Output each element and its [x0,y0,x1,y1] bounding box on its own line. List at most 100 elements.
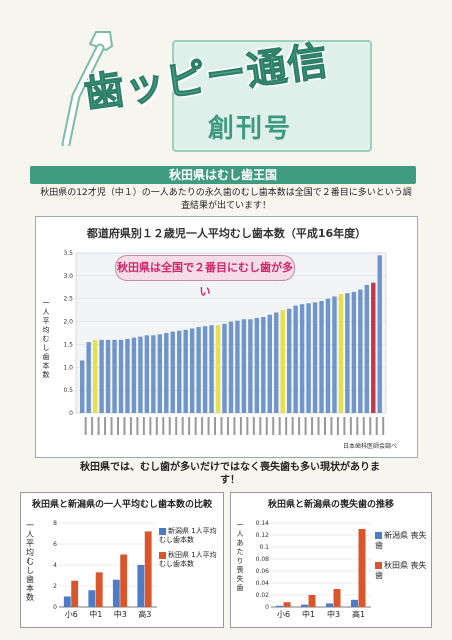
comparison-bar [95,572,103,607]
caries-chart-title: 秋田県と新潟県の一人平均むし歯本数の比較 [31,500,212,510]
prefecture-bar [125,338,130,413]
prefecture-bar [371,282,376,413]
comparison-bar [326,603,333,607]
y-tick-label: 0.5 [63,387,73,394]
prefecture-name-mark [330,417,333,435]
title-frame [172,40,372,152]
prefecture-bar [345,293,350,413]
y-tick-label: 2.0 [63,319,73,326]
source-note: 日本歯科医師会調べ [342,443,397,450]
x-tick-label: 中1 [89,609,102,619]
prefecture-name-mark [129,417,132,435]
x-tick-label: 小6 [277,610,290,619]
y-tick-label: 6 [53,541,57,548]
prefecture-bar [164,333,169,413]
prefecture-bar-chart: 0 0.5 1.0 1.5 2.0 2.5 3.0 3.5 [63,250,387,435]
prefecture-name-mark [239,417,242,435]
prefecture-name-mark [181,417,184,435]
y-tick-label: 0 [69,410,73,417]
lost-teeth-bar-chart: 0 0.02 0.04 0.06 0.08 0.1 0.12 0.14 小6 中1 中3 高1 [256,520,371,619]
prefecture-bar [105,339,111,413]
prefecture-bar [157,334,163,413]
legend-akita: 秋田県 1人平均 むし歯本数 [159,551,217,568]
lost-teeth-box: 秋田県と新潟県の喪失歯の推移 一人あたり喪失歯 0 0.02 0.04 0.06 0.0… [230,492,432,628]
caries-legend: 新潟県 1人平均 むし歯本数 秋田県 1人平均 むし歯本数 [159,527,219,569]
prefecture-bar [274,312,279,413]
comparison-bar [120,554,128,607]
prefecture-bar [299,304,305,413]
comparison-bar [276,605,283,607]
prefecture-name-mark [356,417,359,435]
caries-comparison-box: 秋田県と新潟県の一人平均むし歯本数の比較 一人平均むし歯本数 0 2 4 6 8 小6 中1… [20,492,224,628]
x-tick-label: 中3 [114,609,127,619]
comparison-bar [71,580,79,607]
y-tick-label: 0.1 [259,544,269,551]
legend-niigata-lost: 新潟県 喪失歯 [375,531,427,550]
prefecture-bar [351,291,357,413]
prefecture-bar [280,310,285,413]
prefecture-name-mark [155,417,158,435]
y-tick-label: 0 [53,604,57,611]
prefecture-name-mark [369,417,372,435]
comparison-bar [351,599,358,607]
prefecture-name-mark [343,417,346,435]
y-tick-label: 0.14 [256,520,270,527]
y-tick-label: 3.0 [63,273,73,280]
x-tick-label: 中3 [327,609,340,619]
prefecture-bar [222,323,227,413]
prefecture-bar [325,298,331,413]
lost-teeth-chart-title: 秋田県と新潟県の喪失歯の推移 [267,500,394,510]
prefecture-bar [267,314,272,413]
prefecture-bar [92,339,98,413]
toothbrush-illustration [61,31,114,146]
caries-bar-chart: 0 2 4 6 8 小6 中1 中3 高3 [53,520,157,619]
y-tick-label: 1.5 [63,341,73,348]
prefecture-name-mark [317,417,320,435]
prefecture-name-mark [246,417,249,435]
prefecture-name-mark [162,417,165,435]
y-tick-label: 3.5 [63,250,73,257]
prefecture-name-mark [175,417,178,435]
y-tick-label: 0.04 [256,580,270,587]
comparison-bar [301,604,308,607]
prefecture-bar [209,325,214,413]
x-tick-label: 中1 [302,609,315,619]
middle-text: 秋田県では、むし歯が多いだけではなく喪失歯も多い現状があります！ [80,462,380,486]
comparison-bar [358,529,366,607]
prefecture-name-mark [188,417,191,435]
prefecture-name-mark [226,417,229,435]
prefecture-bar [306,303,311,413]
y-tick-label: 0.06 [256,568,270,575]
prefecture-bar [312,302,318,413]
prefecture-name-mark [265,417,268,435]
prefecture-name-mark [201,417,204,435]
prefecture-bar [215,325,221,413]
prefecture-name-mark [142,417,145,435]
prefecture-chart: 都道府県別１２歳児一人平均むし歯本数（平成16年度） 一人平均むし歯本数 0 0.… [35,216,418,458]
prefecture-bar [202,326,208,413]
prefecture-name-mark [362,417,365,435]
prefecture-name-mark [116,417,119,435]
comparison-bar [63,596,71,607]
prefecture-bar [112,339,117,413]
prefecture-bar [338,294,344,413]
prefecture-bar [364,285,369,413]
legend-niigata: 新潟県 1人平均 むし歯本数 [159,527,217,544]
prefecture-bar [358,289,363,413]
prefecture-bar [254,317,260,413]
comparison-bar [144,531,152,607]
y-tick-label: 0.02 [256,592,270,599]
comparison-bar [333,589,341,607]
prefecture-name-mark [336,417,339,435]
prefecture-bar [80,360,85,413]
prefecture-bar [293,305,298,413]
prefecture-name-mark [382,417,385,435]
comparison-bar [308,595,316,607]
prefecture-bar [332,296,337,413]
intro-text: 秋田県の12才児（中１）の一人あたりの永久歯のむし歯本数は全国で２番目に多いとい… [40,188,412,211]
prefecture-name-mark [91,417,94,435]
prefecture-bar [86,342,91,413]
prefecture-name-mark [110,417,113,435]
callout-bubble: 秋田県は全国で２番目にむし歯が多い [115,255,295,298]
